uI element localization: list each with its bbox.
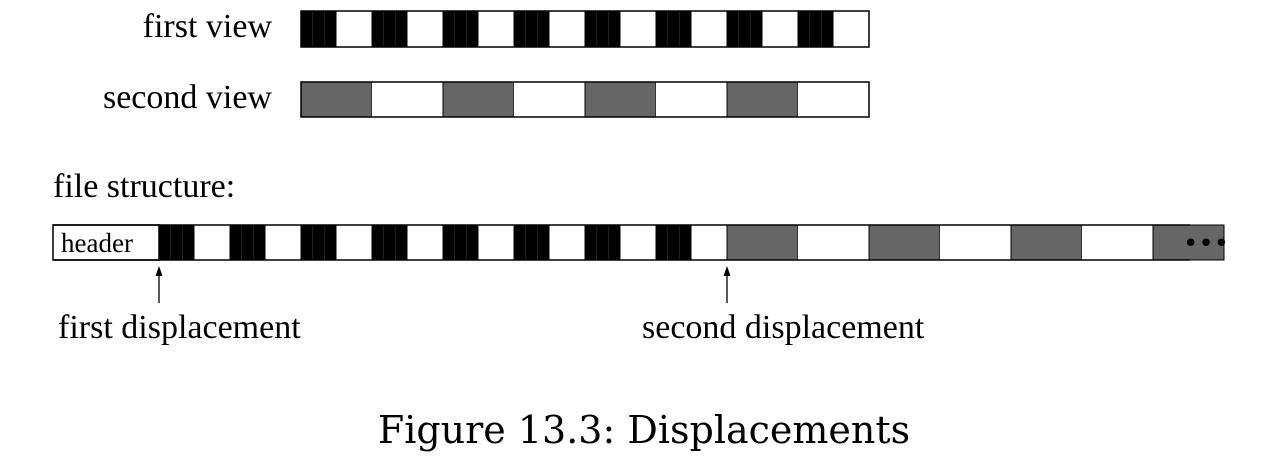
file-first-cell-5: [336, 225, 372, 260]
file-second-cell-4: [1010, 224, 1083, 261]
file-structure-bar: [158, 224, 1225, 261]
file-structure-label: file structure:: [53, 168, 235, 205]
second-view-cell-1: [372, 82, 443, 117]
file-second-cell-1: [798, 225, 869, 260]
file-first-cell-12: [584, 224, 621, 261]
file-first-cell-9: [478, 225, 514, 260]
first-view-cell-0: [300, 10, 337, 48]
file-first-cell-14: [655, 224, 692, 261]
second-view-bar: [300, 81, 869, 118]
first-view-cell-6: [513, 10, 550, 48]
file-second-cell-0: [726, 224, 799, 261]
file-first-cell-1: [194, 225, 230, 260]
first-view-cell-4: [442, 10, 479, 48]
file-second-cell-3: [940, 225, 1011, 260]
second-view-cell-5: [656, 82, 727, 117]
file-first-cell-3: [265, 225, 301, 260]
figure-caption: Figure 13.3: Displacements: [378, 408, 910, 452]
first-view-cell-15: [833, 11, 869, 47]
first-view-outline: [300, 10, 870, 48]
file-first-cell-15: [691, 225, 727, 260]
second-view-cell-2: [442, 81, 515, 118]
file-first-cell-0: [158, 224, 195, 261]
file-first-cell-6: [371, 224, 408, 261]
first-view-cell-9: [620, 11, 656, 47]
second-view-outline: [300, 81, 870, 118]
header-block: [52, 224, 160, 261]
first-view-cell-12: [726, 10, 763, 48]
file-first-cell-7: [407, 225, 443, 260]
second-view-cell-7: [798, 82, 869, 117]
first-view-cell-10: [655, 10, 692, 48]
first-view-cell-3: [407, 11, 443, 47]
file-first-cell-10: [513, 224, 550, 261]
first-view-bar: [300, 10, 869, 48]
first-view-cell-8: [584, 10, 621, 48]
file-second-cell-5: [1082, 225, 1153, 260]
first-view-cell-14: [797, 10, 834, 48]
file-second-cell-2: [868, 224, 941, 261]
second-view-cell-3: [514, 82, 585, 117]
file-first-cell-2: [229, 224, 266, 261]
second-view-cell-4: [584, 81, 657, 118]
second-view-cell-6: [726, 81, 799, 118]
file-first-cell-11: [549, 225, 585, 260]
file-first-cell-8: [442, 224, 479, 261]
second-view-label: second view: [103, 79, 272, 116]
first-view-cell-5: [478, 11, 514, 47]
first-view-cell-2: [371, 10, 408, 48]
first-view-cell-11: [691, 11, 727, 47]
second-view-cell-0: [300, 81, 373, 118]
first-view-cell-7: [549, 11, 585, 47]
first-displacement-label: first displacement: [58, 309, 301, 346]
file-first-cell-13: [620, 225, 656, 260]
second-displacement-label: second displacement: [642, 309, 925, 346]
file-first-cell-4: [300, 224, 337, 261]
first-displacement-arrowhead: [155, 266, 163, 276]
second-displacement-arrowhead: [723, 266, 731, 276]
first-view-cell-1: [336, 11, 372, 47]
header-label: header: [61, 228, 133, 258]
first-view-cell-13: [762, 11, 798, 47]
first-view-label: first view: [143, 8, 273, 45]
ellipsis: •••: [1183, 229, 1229, 259]
